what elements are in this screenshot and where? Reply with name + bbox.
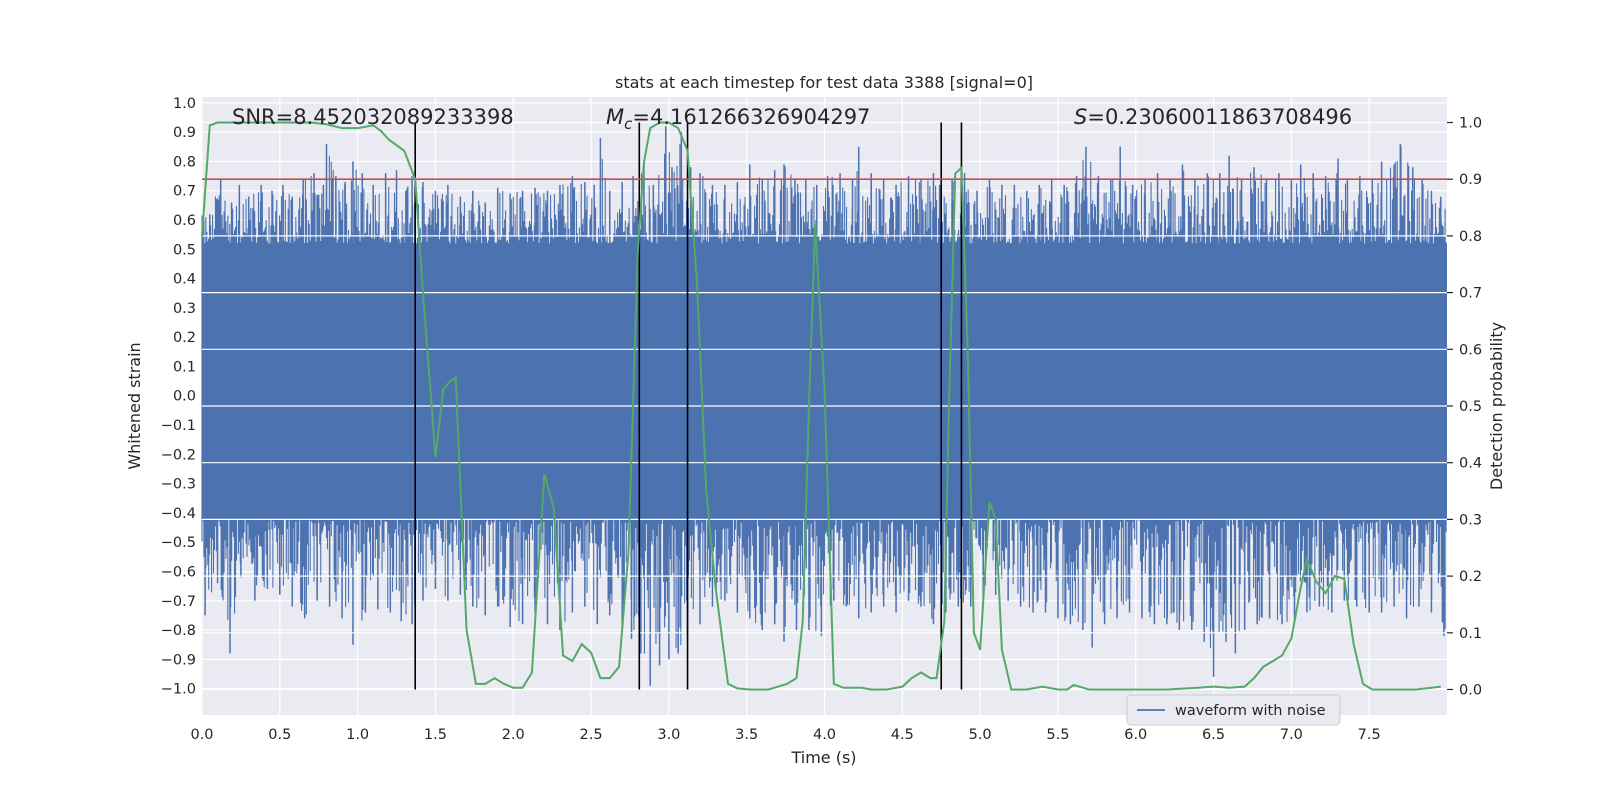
y-tick-label-left: −0.5 [161,535,196,551]
x-tick-label: 6.5 [1202,727,1225,743]
x-tick-label: 2.0 [502,727,525,743]
axes-ticks: 0.0 0.5 1.0 1.5 2.0 2.5 3.0 3.5 4.0 4.5 5.0 5.5 6.0 6… [161,96,1482,743]
y-tick-label-left: −0.8 [161,623,196,639]
y-tick-label-right: 0.7 [1459,286,1482,302]
x-tick-label: 5.5 [1046,727,1069,743]
y-tick-label-right: 0.1 [1459,626,1482,642]
mc-subscript: c [624,115,633,133]
mc-value: =4.161266326904297 [632,105,870,129]
strain-peak-spikes [204,126,1445,686]
x-tick-label: 1.0 [346,727,369,743]
s-annotation: S=0.23060011863708496 [1074,105,1352,129]
y-tick-label-right: 0.4 [1459,456,1482,472]
y-tick-label-left: −0.3 [161,477,196,493]
y-tick-label-left: 0.9 [173,125,196,141]
y-tick-label-right: 0.2 [1459,569,1482,585]
probability-line [201,121,1441,691]
y-tick-label-right: 0.8 [1459,229,1482,245]
x-tick-label: 0.5 [268,727,291,743]
legend: waveform with noise [1126,694,1341,726]
y-axis-label-left: Whitened strain [125,342,144,469]
mc-symbol: M [606,105,624,129]
y-tick-label-right: 0.5 [1459,399,1482,415]
probability-polyline [201,121,1441,691]
x-tick-label: 7.0 [1280,727,1303,743]
y-tick-label-left: −0.4 [161,506,196,522]
x-tick-label: 6.0 [1124,727,1147,743]
y-tick-label-left: 0.8 [173,154,196,170]
y-tick-label-left: −0.2 [161,447,196,463]
y-tick-label-left: 1.0 [173,96,196,112]
x-tick-label: 5.0 [969,727,992,743]
y-tick-label-right: 0.0 [1459,682,1482,698]
strain-noise-spikes [201,143,1447,654]
y-tick-label-right: 0.3 [1459,512,1482,528]
legend-label: waveform with noise [1175,703,1326,719]
s-symbol: S [1074,105,1087,129]
y-tick-label-left: −0.1 [161,418,196,434]
x-tick-label: 0.0 [190,727,213,743]
snr-annotation: SNR=8.452032089233398 [232,105,514,129]
y-tick-label-left: 0.5 [173,242,196,258]
y-tick-label-left: −1.0 [161,682,196,698]
y-tick-label-left: −0.6 [161,564,196,580]
y-axis-label-right: Detection probability [1487,322,1506,490]
y-tick-label-left: 0.1 [173,359,196,375]
y-tick-label-right: 0.6 [1459,342,1482,358]
y-tick-label-left: −0.9 [161,652,196,668]
chart-title: stats at each timestep for test data 338… [615,73,1033,92]
y-tick-label-left: −0.7 [161,594,196,610]
y-tick-label-left: 0.7 [173,184,196,200]
x-tick-label: 1.5 [424,727,447,743]
y-tick-label-right: 1.0 [1459,116,1482,132]
x-tick-label: 7.5 [1358,727,1381,743]
x-tick-label: 3.5 [735,727,758,743]
x-tick-label: 3.0 [657,727,680,743]
s-value: =0.23060011863708496 [1087,105,1352,129]
x-axis-label: Time (s) [790,748,856,767]
x-tick-label: 4.5 [891,727,914,743]
y-tick-label-left: 0.3 [173,301,196,317]
x-tick-label: 4.0 [813,727,836,743]
y-tick-label-left: 0.4 [173,272,196,288]
legend-box [1126,694,1341,726]
x-tick-label: 2.5 [580,727,603,743]
y-tick-label-left: 0.6 [173,213,196,229]
y-tick-label-left: 0.2 [173,330,196,346]
strain-trace [201,126,1447,686]
mc-annotation: Mc=4.161266326904297 [606,105,870,133]
y-tick-label-left: 0.0 [173,389,196,405]
y-tick-label-right: 0.9 [1459,172,1482,188]
